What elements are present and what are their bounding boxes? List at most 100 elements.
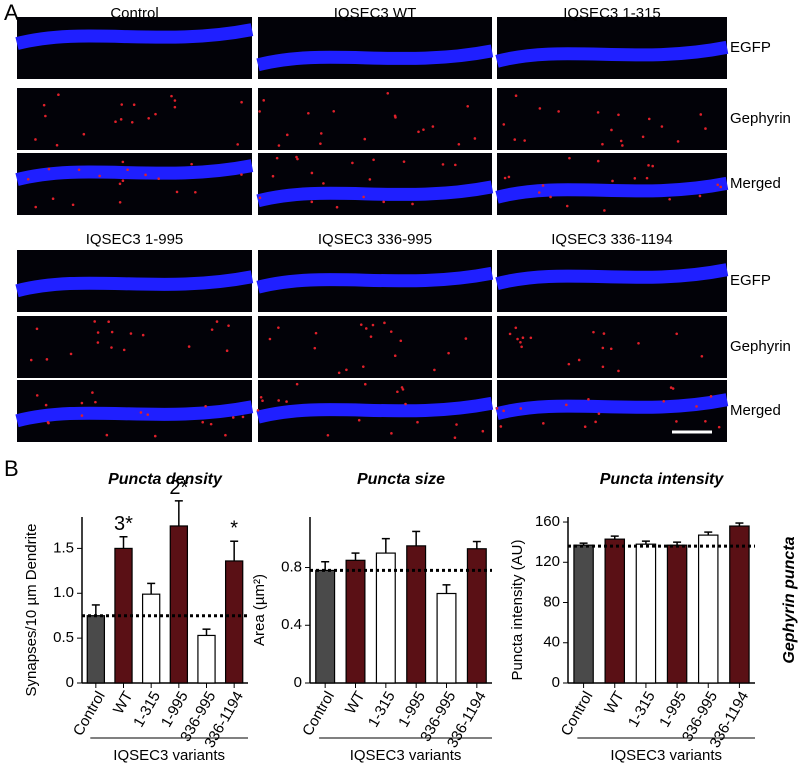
puncta — [345, 368, 348, 372]
bar — [466, 548, 487, 684]
puncta — [422, 128, 425, 131]
significance-label: 2* — [169, 477, 188, 499]
puncta — [402, 160, 406, 163]
puncta — [256, 409, 260, 412]
row-label: Merged — [730, 175, 781, 192]
puncta — [130, 120, 134, 124]
puncta — [262, 99, 266, 102]
puncta — [364, 327, 368, 330]
puncta — [359, 323, 363, 326]
chart-title: Puncta density — [108, 471, 223, 488]
bar — [141, 593, 161, 684]
puncta — [310, 200, 314, 204]
puncta — [96, 331, 100, 334]
bar — [86, 615, 106, 684]
dendrite — [256, 266, 494, 294]
image — [17, 153, 252, 215]
puncta — [98, 174, 101, 178]
puncta — [514, 326, 518, 330]
puncta — [29, 358, 33, 362]
puncta — [565, 403, 568, 407]
puncta — [519, 340, 522, 344]
puncta — [351, 161, 354, 165]
puncta — [295, 382, 299, 386]
puncta — [201, 420, 204, 424]
puncta — [225, 349, 229, 352]
row-label: EGFP — [730, 272, 771, 289]
puncta — [400, 386, 404, 389]
column-title: Control — [110, 5, 158, 22]
bar — [345, 559, 366, 684]
puncta — [441, 163, 445, 166]
puncta — [335, 205, 339, 209]
puncta — [495, 407, 499, 410]
puncta — [529, 336, 533, 340]
puncta — [190, 162, 193, 166]
puncta — [481, 429, 485, 433]
x-group-label: IQSEC3 variants — [610, 747, 722, 764]
puncta — [390, 432, 393, 435]
y-axis-label: Puncta intensity (AU) — [509, 540, 526, 681]
image — [258, 88, 492, 150]
image — [497, 316, 727, 378]
puncta — [35, 327, 39, 331]
puncta — [35, 394, 39, 397]
x-tick-label: Control — [558, 688, 597, 738]
puncta — [601, 365, 605, 369]
column-title: IQSEC3 336-995 — [318, 231, 432, 248]
puncta — [319, 142, 322, 145]
y-tick-label: 0 — [552, 674, 560, 691]
puncta — [94, 400, 97, 404]
puncta — [610, 128, 613, 132]
image — [17, 17, 252, 79]
dendrite — [256, 44, 494, 72]
puncta — [120, 103, 124, 106]
puncta — [144, 173, 147, 177]
puncta — [296, 157, 299, 161]
puncta — [147, 117, 150, 120]
puncta — [502, 409, 505, 413]
puncta — [295, 155, 298, 159]
puncta — [175, 190, 179, 194]
puncta — [204, 404, 207, 408]
puncta — [368, 178, 372, 181]
bar — [666, 544, 688, 684]
puncta — [503, 176, 507, 180]
dendrite — [256, 180, 494, 208]
puncta — [362, 195, 365, 199]
puncta — [187, 345, 191, 348]
bar — [114, 547, 133, 684]
puncta — [587, 398, 590, 401]
puncta — [704, 127, 707, 130]
puncta — [129, 332, 133, 335]
puncta — [372, 158, 375, 162]
puncta — [394, 116, 397, 119]
puncta — [717, 425, 721, 429]
dendrite — [256, 396, 494, 424]
puncta — [34, 138, 37, 141]
puncta — [538, 107, 542, 110]
puncta — [77, 168, 81, 172]
bar — [697, 534, 719, 684]
puncta — [411, 202, 414, 206]
puncta — [549, 195, 552, 199]
bar — [729, 525, 750, 684]
puncta — [568, 156, 571, 160]
puncta — [122, 348, 126, 352]
puncta — [107, 320, 110, 324]
x-tick-label: Control — [299, 688, 338, 738]
puncta — [700, 354, 704, 358]
dendrite — [15, 270, 254, 298]
puncta — [369, 335, 373, 338]
puncta — [258, 196, 262, 200]
puncta — [609, 347, 613, 351]
puncta — [261, 399, 264, 403]
puncta — [42, 103, 46, 107]
x-tick-label: 1-315 — [130, 688, 164, 730]
puncta — [363, 382, 367, 386]
puncta — [383, 321, 386, 325]
puncta — [209, 422, 213, 426]
puncta — [34, 205, 38, 209]
image — [258, 17, 492, 79]
puncta — [557, 110, 560, 113]
